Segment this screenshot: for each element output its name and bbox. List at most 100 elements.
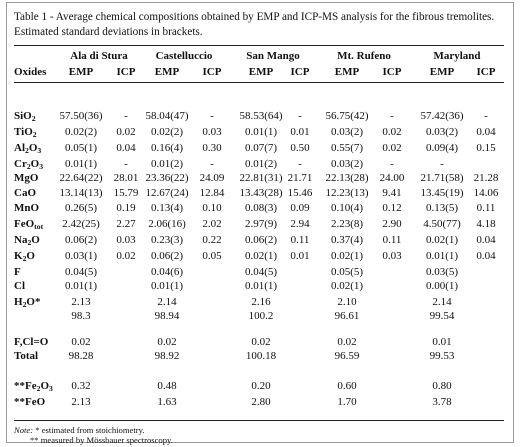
- emp-value: 99.54: [429, 310, 455, 322]
- emp-value: 0.07(7): [244, 142, 278, 154]
- emp-value: 0.01(1): [425, 250, 459, 262]
- emp-value: 0.48: [157, 380, 177, 392]
- emp-value: 98.92: [154, 350, 180, 362]
- emp-value: 0.04(5): [244, 266, 278, 278]
- row-label: MnO: [14, 202, 40, 214]
- emp-value: 1.63: [157, 396, 177, 408]
- icp-value: 0.10: [202, 202, 222, 214]
- emp-value: 13.45(19): [420, 187, 464, 199]
- row-label: Cr2O3: [14, 158, 44, 171]
- emp-value: 0.02: [251, 336, 271, 348]
- row-label: F,Cl=O: [14, 336, 49, 348]
- row-label: **Fe2O3: [14, 380, 53, 393]
- note-stoichiometry: Note: * estimated from stoichiometry.: [14, 425, 144, 435]
- row-label: MgO: [14, 172, 39, 184]
- icp-value: -: [210, 110, 214, 122]
- emp-value: 0.02: [337, 336, 357, 348]
- emp-value: 0.06(2): [150, 250, 184, 262]
- emp-value: 0.02(1): [330, 250, 364, 262]
- emp-value: 21.71(58): [420, 172, 464, 184]
- icp-value: 0.02: [382, 126, 402, 138]
- emp-value: 0.09(4): [425, 142, 459, 154]
- emp-value: 100.18: [245, 350, 277, 362]
- method-header-emp: EMP: [334, 66, 360, 78]
- icp-value: 0.11: [290, 234, 310, 246]
- emp-value: 12.23(13): [325, 187, 369, 199]
- emp-value: 2.06(16): [148, 218, 186, 230]
- emp-value: 0.13(5): [425, 202, 459, 214]
- row-label: Total: [14, 350, 39, 362]
- emp-value: 0.13(4): [150, 202, 184, 214]
- emp-value: 0.02: [157, 336, 177, 348]
- emp-value: 0.06(2): [244, 234, 278, 246]
- emp-value: 0.08(3): [244, 202, 278, 214]
- site-header: Mt. Rufeno: [337, 50, 391, 62]
- emp-value: 0.01(1): [64, 158, 98, 170]
- table-frame: [6, 2, 514, 443]
- icp-value: 0.05: [202, 250, 222, 262]
- icp-value: 15.79: [113, 187, 139, 199]
- icp-value: 0.15: [476, 142, 496, 154]
- emp-value: 0.00(1): [425, 280, 459, 292]
- icp-value: 0.09: [290, 202, 310, 214]
- icp-value: 0.02: [116, 126, 136, 138]
- emp-value: 1.70: [337, 396, 357, 408]
- icp-value: 24.09: [199, 172, 225, 184]
- row-label: Cl: [14, 280, 25, 292]
- emp-value: 57.42(36): [420, 110, 464, 122]
- emp-value: 0.01(1): [150, 280, 184, 292]
- method-header-emp: EMP: [248, 66, 274, 78]
- icp-value: 0.03: [116, 234, 136, 246]
- emp-value: 0.05(5): [330, 266, 364, 278]
- emp-value: 0.16(4): [150, 142, 184, 154]
- site-header: Maryland: [433, 50, 481, 62]
- emp-value: 0.23(3): [150, 234, 184, 246]
- row-label: Al2O3: [14, 142, 42, 155]
- emp-value: 0.04(5): [64, 266, 98, 278]
- icp-value: 24.00: [379, 172, 405, 184]
- emp-value: 4.50(77): [423, 218, 461, 230]
- emp-value: 2.16: [251, 296, 271, 308]
- emp-value: 0.06(2): [64, 234, 98, 246]
- icp-value: 0.01: [290, 250, 310, 262]
- emp-value: 0.01(2): [150, 158, 184, 170]
- emp-value: 0.03(2): [330, 126, 364, 138]
- emp-value: 0.01(1): [244, 280, 278, 292]
- icp-value: 12.84: [199, 187, 225, 199]
- emp-value: 22.64(22): [59, 172, 103, 184]
- emp-value: 0.03(2): [330, 158, 364, 170]
- emp-value: 0.04(6): [150, 266, 184, 278]
- icp-value: 0.03: [382, 250, 402, 262]
- emp-value: 0.02(1): [425, 234, 459, 246]
- emp-value: 0.02(2): [64, 126, 98, 138]
- emp-value: 58.53(64): [239, 110, 283, 122]
- icp-value: 0.01: [290, 126, 310, 138]
- icp-value: 0.02: [116, 250, 136, 262]
- emp-value: 13.14(13): [59, 187, 103, 199]
- icp-value: 15.46: [287, 187, 313, 199]
- row-label: Na2O: [14, 234, 40, 247]
- emp-value: 96.59: [334, 350, 360, 362]
- table-rule: [14, 45, 504, 46]
- icp-value: 0.04: [476, 250, 496, 262]
- method-header-emp: EMP: [154, 66, 180, 78]
- icp-value: 0.11: [382, 234, 402, 246]
- emp-value: 13.43(28): [239, 187, 283, 199]
- icp-value: 4.18: [476, 218, 496, 230]
- emp-value: 98.94: [154, 310, 180, 322]
- icp-value: 2.02: [202, 218, 222, 230]
- icp-value: 21.71: [287, 172, 313, 184]
- icp-value: 28.01: [113, 172, 139, 184]
- table-caption: Table 1 - Average chemical compositions …: [14, 11, 495, 38]
- row-label: TiO2: [14, 126, 37, 139]
- method-header-icp: ICP: [476, 66, 496, 78]
- icp-value: -: [298, 110, 302, 122]
- row-label: F: [14, 266, 21, 278]
- emp-value: 0.02(1): [330, 280, 364, 292]
- icp-value: 14.06: [473, 187, 499, 199]
- emp-value: 100.2: [248, 310, 274, 322]
- emp-value: 98.28: [68, 350, 94, 362]
- emp-value: 12.67(24): [145, 187, 189, 199]
- row-label: FeOtot: [14, 218, 44, 231]
- icp-value: 2.27: [116, 218, 136, 230]
